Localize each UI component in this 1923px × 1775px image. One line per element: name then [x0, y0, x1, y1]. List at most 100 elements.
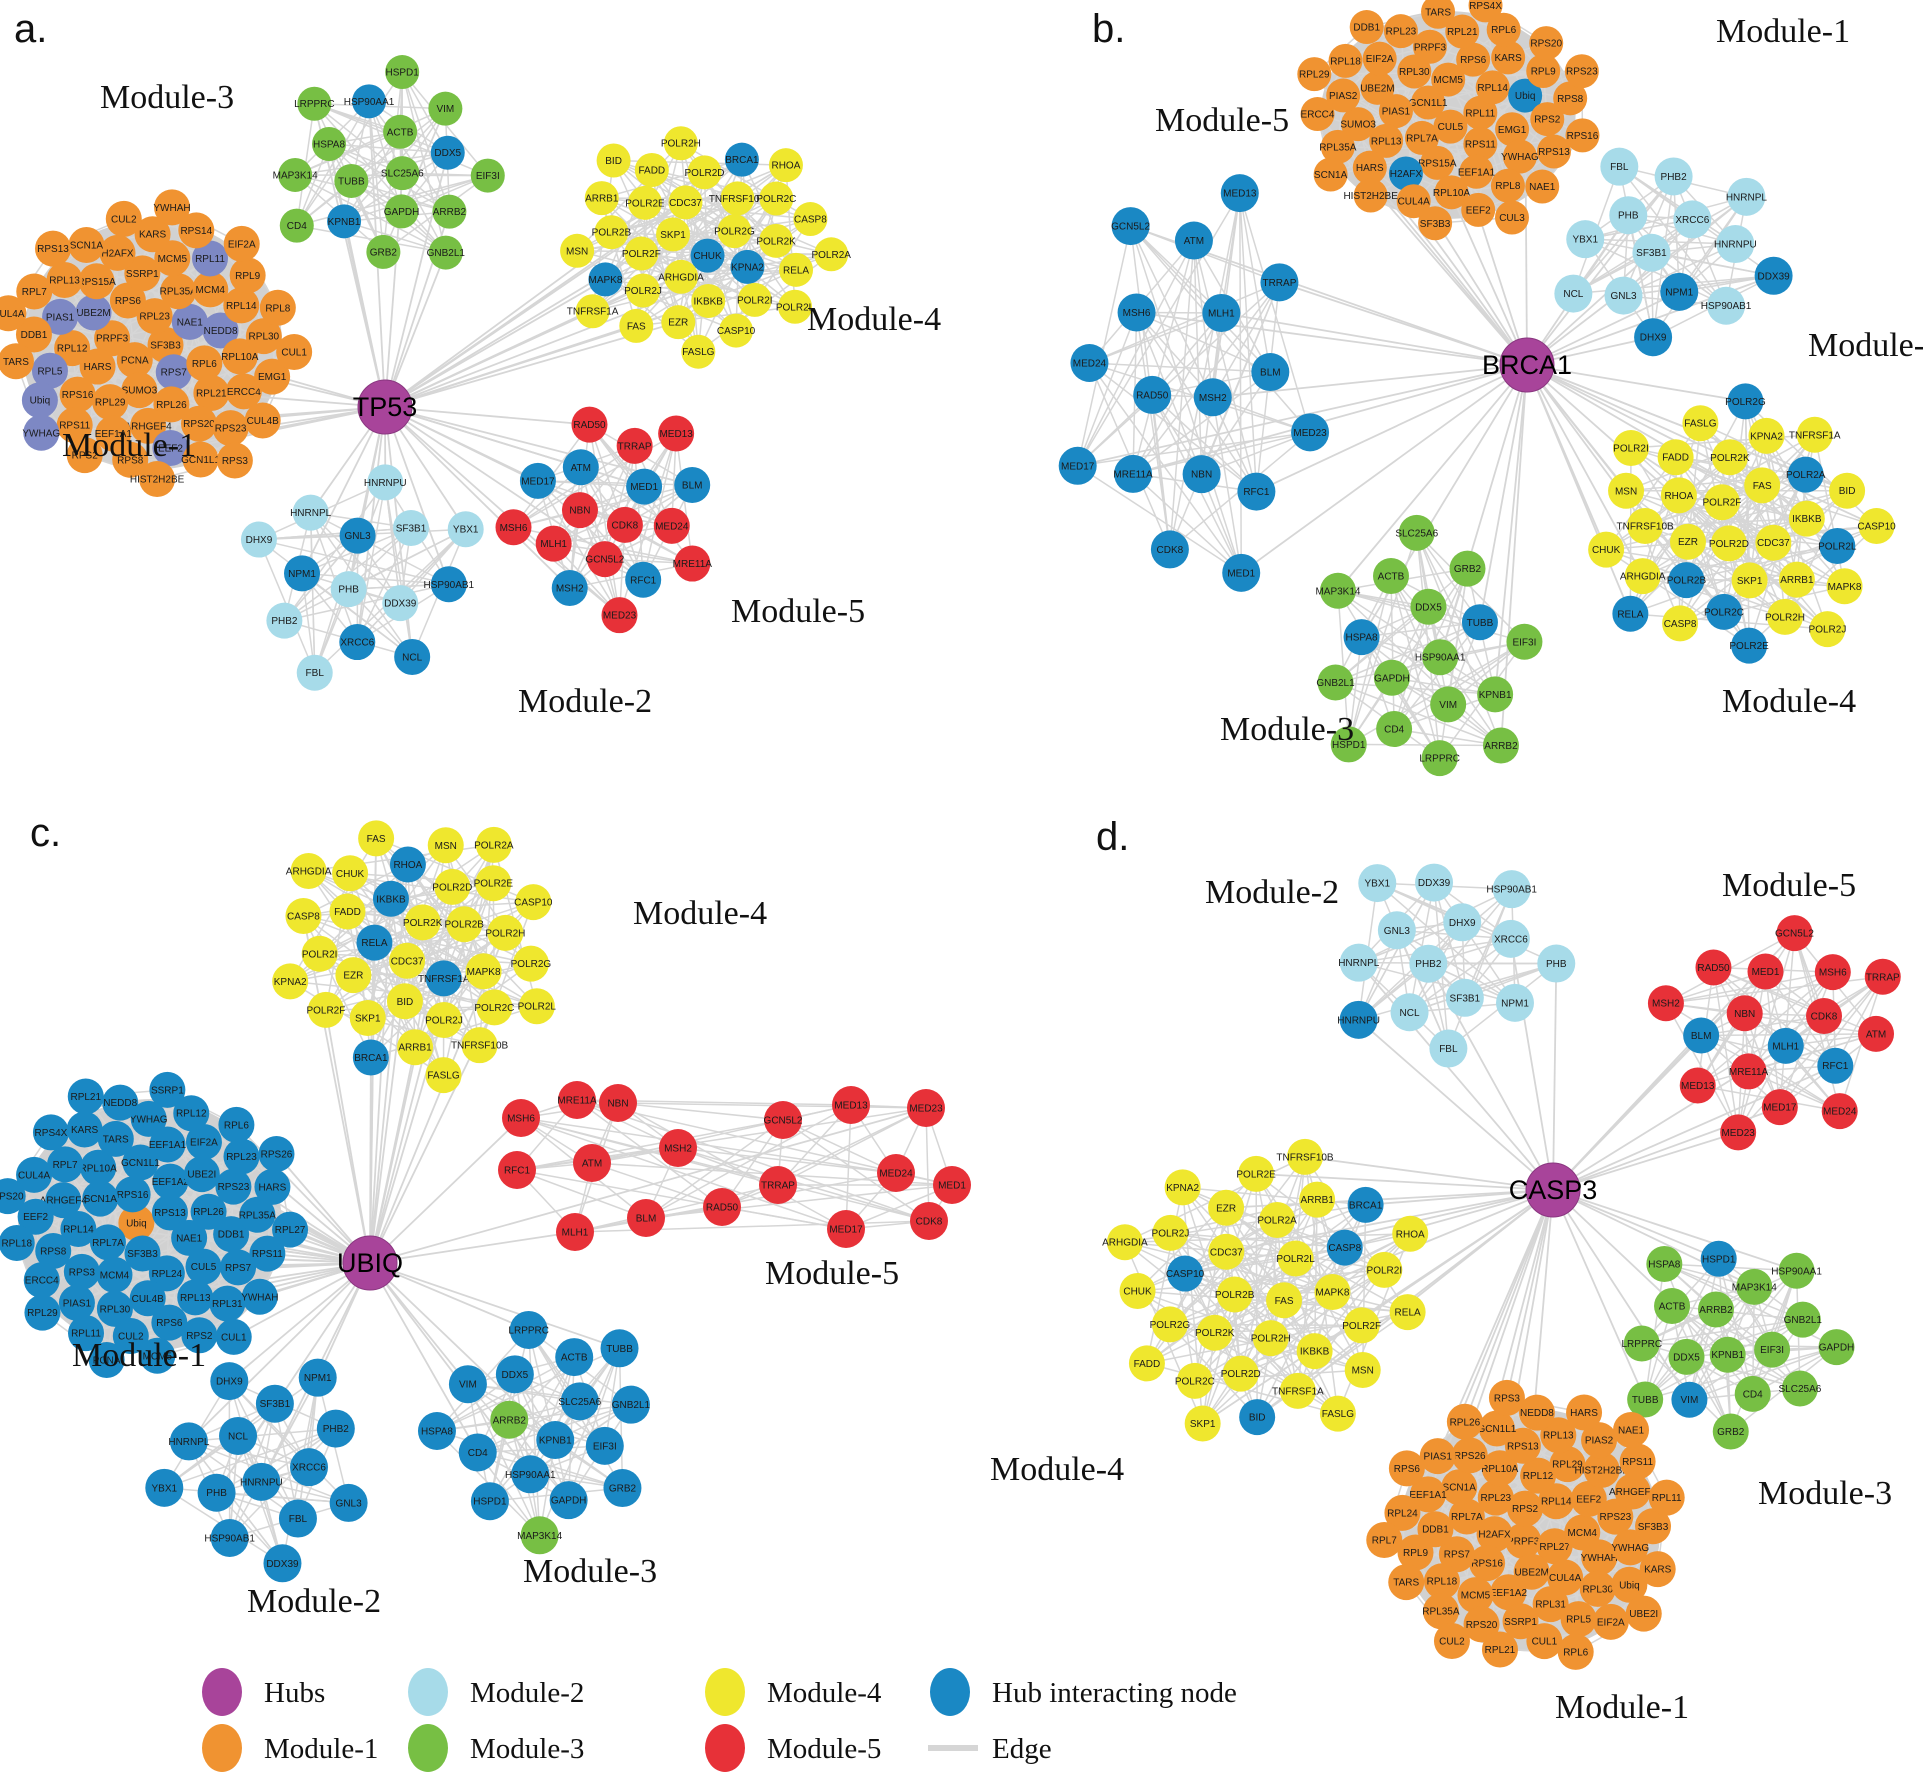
edge	[633, 445, 644, 580]
gene-circle	[60, 1210, 97, 1247]
gene-circle	[266, 602, 303, 639]
gene-node-RPL29: RPL29	[1297, 57, 1332, 92]
gene-circle	[209, 1285, 246, 1322]
gene-node-EZR: EZR	[661, 305, 696, 340]
gene-node-POLR2F: POLR2F	[306, 991, 345, 1028]
gene-circle	[218, 1106, 255, 1143]
edge	[1357, 882, 1435, 1021]
gene-circle	[279, 208, 314, 243]
gene-node-CD4: CD4	[279, 208, 314, 243]
gene-circle	[664, 259, 699, 294]
hub-edge	[1510, 938, 1554, 1191]
gene-circle	[1475, 70, 1510, 105]
gene-circle	[1662, 605, 1699, 642]
gene-circle	[475, 865, 512, 902]
gene-node-ACTB: ACTB	[383, 114, 418, 149]
hub-edge	[1369, 167, 1528, 366]
gene-circle	[297, 86, 332, 121]
hub-edge	[1358, 962, 1554, 1191]
gene-circle	[1461, 192, 1496, 227]
gene-circle	[586, 541, 623, 578]
gene-circle	[1627, 1381, 1664, 1418]
gene-circle	[220, 1249, 257, 1286]
gene-node-POLR2G: POLR2G	[511, 945, 551, 982]
gene-circle	[425, 1057, 462, 1094]
gene-node-NBN: NBN	[599, 1084, 637, 1122]
edge	[467, 1383, 632, 1406]
gene-circle	[674, 467, 711, 504]
edge	[1572, 175, 1675, 295]
cluster-label-b-module-2: Module-2	[1808, 327, 1923, 364]
edge	[1672, 176, 1727, 307]
gene-node-RPS16: RPS16	[1469, 1545, 1506, 1582]
gene-node-RPS16: RPS16	[59, 376, 96, 413]
gene-circle	[1360, 70, 1395, 105]
gene-circle	[1347, 1186, 1384, 1223]
hub-edge	[1526, 364, 1644, 577]
gene-circle	[594, 215, 629, 250]
gene-circle	[278, 157, 313, 192]
gene-node-SCN1A: SCN1A	[1441, 1469, 1478, 1506]
gene-circle	[417, 1411, 456, 1450]
gene-circle	[1506, 623, 1543, 660]
gene-circle	[1547, 1559, 1584, 1596]
nodes-module-4: FASPOLR2BPOLR2LPOLR2HCDC37MAPK8POLR2KPOL…	[1102, 1138, 1429, 1442]
legend-swatch-module5	[705, 1724, 745, 1772]
gene-node-SF3B1: SF3B1	[1632, 233, 1671, 272]
hub-edge	[369, 898, 392, 1264]
gene-node-NPM1: NPM1	[298, 1358, 337, 1397]
gene-circle	[152, 1163, 189, 1200]
gene-circle	[42, 298, 79, 335]
gene-circle	[68, 1315, 105, 1352]
gene-node-POLR2C: POLR2C	[756, 181, 796, 216]
edge	[1390, 575, 1496, 695]
cluster-label-c-module-2: Module-2	[247, 1583, 381, 1620]
gene-node-NCL: NCL	[1554, 274, 1593, 313]
gene-node-XRCC6: XRCC6	[339, 624, 376, 661]
hub-edge	[1552, 1189, 1729, 1356]
gene-circle	[177, 1279, 214, 1316]
edge	[258, 527, 412, 541]
hub-edge	[1552, 1131, 1739, 1191]
gene-node-MSH6: MSH6	[1117, 293, 1156, 332]
edge	[297, 1377, 319, 1519]
edge	[1408, 888, 1513, 1013]
edge	[1212, 281, 1281, 398]
gene-node-BID: BID	[1829, 472, 1866, 509]
edge	[1671, 1305, 1803, 1321]
edge	[1651, 252, 1774, 277]
cluster-label-b-module-3: Module-3	[1220, 711, 1354, 748]
hub-edge	[384, 152, 449, 408]
edge	[467, 1383, 570, 1501]
gene-node-NAE1: NAE1	[1613, 1411, 1650, 1448]
gene-node-TNFRSF1A: TNFRSF1A	[1789, 416, 1841, 453]
edge	[520, 1117, 930, 1222]
gene-node-NCL: NCL	[394, 638, 431, 675]
gene-circle	[1505, 1522, 1542, 1559]
gene-circle	[1632, 233, 1671, 272]
gene-node-MED24: MED24	[653, 507, 690, 544]
legend-swatch-module2	[408, 1668, 448, 1716]
edge	[1700, 1034, 1836, 1067]
gene-circle	[625, 561, 662, 598]
gene-circle	[216, 442, 253, 479]
gene-circle	[35, 1232, 72, 1269]
gene-circle	[1208, 1233, 1245, 1270]
hub-edge	[1184, 1189, 1554, 1275]
gene-node-MRE11A: MRE11A	[673, 545, 712, 582]
edge	[296, 224, 446, 254]
gene-circle	[1378, 94, 1413, 129]
gene-circle	[1208, 1189, 1245, 1226]
cluster-label-a-module-1: Module-1	[62, 427, 196, 464]
gene-circle	[668, 185, 703, 220]
gene-circle	[385, 55, 420, 90]
gene-circle	[1451, 1437, 1488, 1474]
edge	[1132, 473, 1242, 574]
edge	[1335, 681, 1502, 747]
gene-node-ATM: ATM	[562, 449, 599, 486]
gene-circle	[907, 1089, 945, 1127]
gene-node-MED23: MED23	[601, 597, 638, 634]
gene-circle	[1443, 903, 1482, 942]
gene-node-RPS26: RPS26	[1451, 1437, 1488, 1474]
gene-circle	[720, 181, 755, 216]
